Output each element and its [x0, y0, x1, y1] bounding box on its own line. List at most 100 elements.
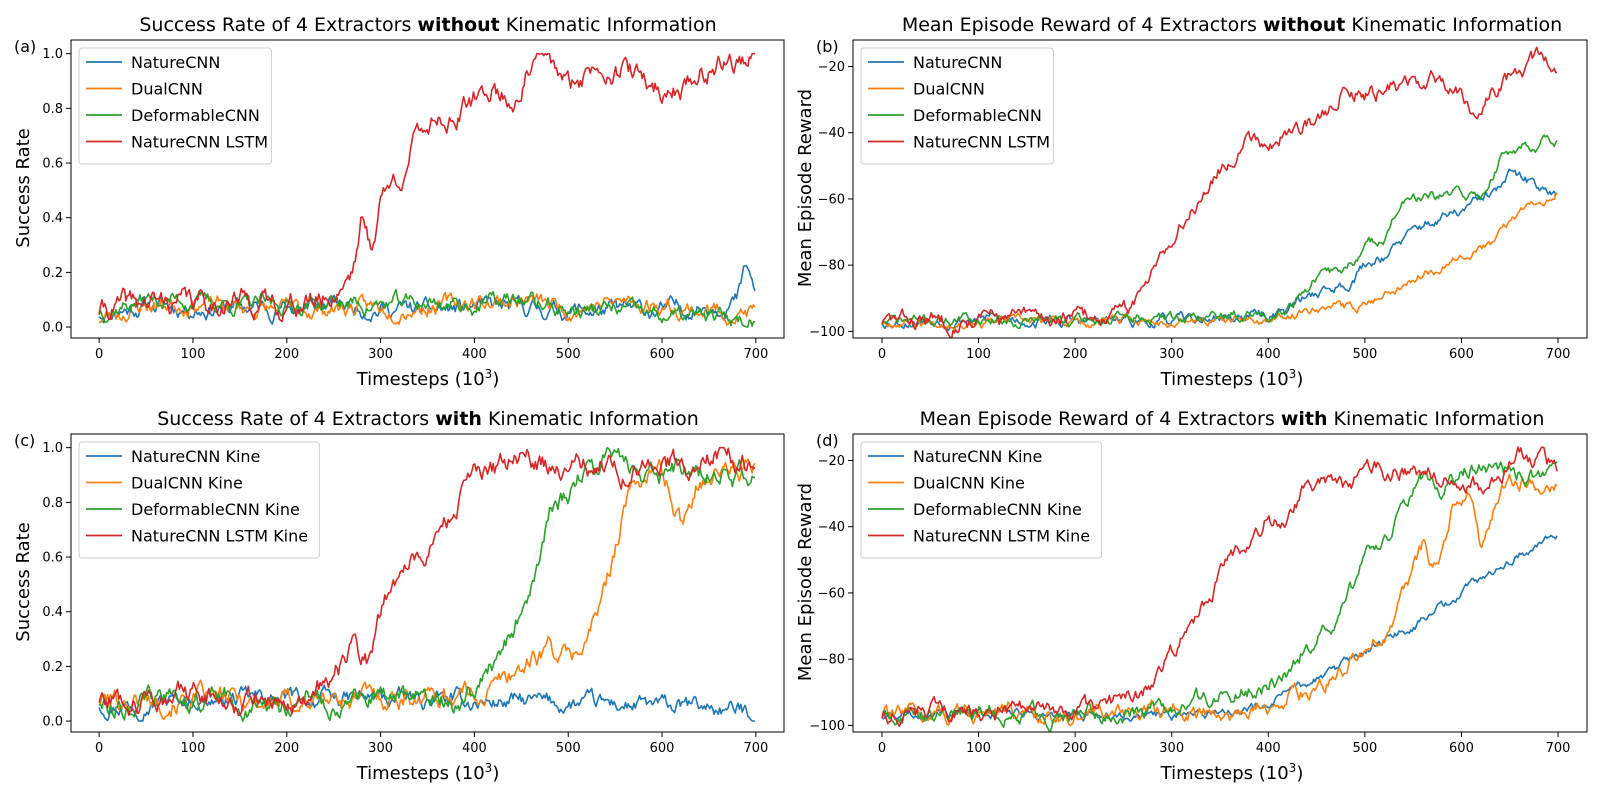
- chart-panel-b: (b) Mean Episode Reward of 4 Extractors …: [795, 14, 1588, 390]
- y-axis-label: Mean Episode Reward: [795, 89, 816, 287]
- y-tick-label: −60: [818, 586, 845, 601]
- legend: [860, 47, 1054, 165]
- series-line: [881, 473, 1558, 727]
- y-tick-label: 0.6: [42, 157, 63, 172]
- legend-label: DualCNN: [131, 80, 203, 99]
- x-tick-label: 300: [368, 347, 393, 362]
- legend-label: DeformableCNN: [131, 106, 260, 125]
- x-tick-label: 700: [1546, 741, 1571, 756]
- x-tick-label: 200: [274, 347, 299, 362]
- x-tick-label: 300: [1159, 741, 1184, 756]
- legend-label: NatureCNN LSTM Kine: [913, 527, 1090, 546]
- legend: [78, 441, 320, 559]
- x-axis-label: Timesteps (103): [1160, 761, 1304, 784]
- legend: [78, 47, 272, 165]
- series-line: [881, 192, 1558, 331]
- y-tick-label: 0.2: [42, 660, 63, 675]
- panel-label: (b): [816, 37, 839, 56]
- legend-label: DualCNN Kine: [131, 474, 243, 493]
- y-tick-label: 0.0: [42, 321, 63, 336]
- y-tick-label: 0.6: [42, 551, 63, 566]
- y-tick-label: 0.8: [42, 496, 63, 511]
- plot-area-frame: [852, 433, 1588, 733]
- x-tick-label: 600: [1449, 347, 1474, 362]
- x-tick-label: 100: [966, 347, 991, 362]
- legend-label: DeformableCNN: [913, 106, 1042, 125]
- panel-label: (c): [14, 431, 35, 450]
- legend-label: NatureCNN LSTM Kine: [131, 527, 308, 546]
- y-tick-label: −80: [818, 259, 845, 274]
- x-tick-label: 600: [650, 741, 675, 756]
- x-tick-label: 500: [556, 347, 581, 362]
- x-axis-label: Timesteps (103): [356, 367, 500, 390]
- y-axis-label: Mean Episode Reward: [795, 483, 816, 681]
- panel-label: (a): [14, 37, 36, 56]
- y-axis-label: Success Rate: [13, 522, 34, 641]
- y-tick-label: 1.0: [42, 47, 63, 62]
- y-tick-label: 1.0: [42, 441, 63, 456]
- y-tick-label: −80: [818, 653, 845, 668]
- chart-panel-a: (a) Success Rate of 4 Extractors without…: [13, 14, 785, 390]
- series-line: [98, 288, 756, 328]
- plot-area-frame: [852, 39, 1588, 339]
- series-line: [98, 52, 755, 323]
- y-tick-label: 0.8: [42, 102, 63, 117]
- legend-label: NatureCNN Kine: [131, 447, 260, 466]
- legend-label: NatureCNN Kine: [913, 447, 1042, 466]
- y-tick-label: −100: [809, 325, 845, 340]
- y-tick-label: 0.2: [42, 266, 63, 281]
- x-tick-label: 700: [743, 741, 768, 756]
- chart-title: Mean Episode Reward of 4 Extractors with…: [902, 14, 1562, 36]
- x-tick-label: 200: [274, 741, 299, 756]
- x-tick-label: 100: [181, 741, 206, 756]
- x-axis-label: Timesteps (103): [1160, 367, 1304, 390]
- x-tick-label: 600: [650, 347, 675, 362]
- x-tick-label: 400: [1256, 347, 1281, 362]
- y-tick-label: −20: [818, 60, 845, 75]
- x-tick-label: 500: [1352, 347, 1377, 362]
- chart-title: Mean Episode Reward of 4 Extractors with…: [920, 408, 1545, 430]
- x-tick-label: 200: [1063, 741, 1088, 756]
- legend-label: NatureCNN LSTM: [131, 133, 268, 152]
- x-tick-label: 400: [1256, 741, 1281, 756]
- x-tick-label: 700: [1546, 347, 1571, 362]
- legend-label: DeformableCNN Kine: [913, 500, 1082, 519]
- plot-area-frame: [70, 39, 785, 339]
- series-line: [881, 134, 1558, 330]
- legend-label: DualCNN: [913, 80, 985, 99]
- x-tick-label: 200: [1063, 347, 1088, 362]
- y-tick-label: 0.4: [42, 211, 63, 226]
- legend-label: NatureCNN: [131, 53, 220, 72]
- legend-label: NatureCNN LSTM: [913, 133, 1050, 152]
- y-tick-label: −60: [818, 192, 845, 207]
- y-axis-label: Success Rate: [13, 128, 34, 247]
- y-tick-label: 0.4: [42, 605, 63, 620]
- series-line: [881, 46, 1558, 338]
- chart-title: Success Rate of 4 Extractors with Kinema…: [157, 408, 699, 430]
- legend: [860, 441, 1102, 559]
- y-tick-label: 0.0: [42, 715, 63, 730]
- chart-panel-c: (c) Success Rate of 4 Extractors with Ki…: [13, 408, 785, 784]
- x-tick-label: 0: [878, 741, 886, 756]
- x-tick-label: 600: [1449, 741, 1474, 756]
- x-tick-label: 300: [1159, 347, 1184, 362]
- x-axis-label: Timesteps (103): [356, 761, 500, 784]
- x-tick-label: 300: [368, 741, 393, 756]
- y-tick-label: −40: [818, 520, 845, 535]
- y-tick-label: −20: [818, 454, 845, 469]
- y-tick-label: −40: [818, 126, 845, 141]
- chart-panel-d: (d) Mean Episode Reward of 4 Extractors …: [795, 408, 1588, 784]
- series-line: [881, 446, 1558, 728]
- x-tick-label: 0: [95, 347, 103, 362]
- x-tick-label: 100: [181, 347, 206, 362]
- x-tick-label: 500: [1352, 741, 1377, 756]
- x-tick-label: 0: [95, 741, 103, 756]
- legend-label: DeformableCNN Kine: [131, 500, 300, 519]
- chart-title: Success Rate of 4 Extractors without Kin…: [139, 14, 716, 36]
- x-tick-label: 400: [462, 741, 487, 756]
- plot-area-frame: [70, 433, 785, 733]
- y-tick-label: −100: [809, 719, 845, 734]
- series-line: [881, 461, 1558, 732]
- x-tick-label: 100: [966, 741, 991, 756]
